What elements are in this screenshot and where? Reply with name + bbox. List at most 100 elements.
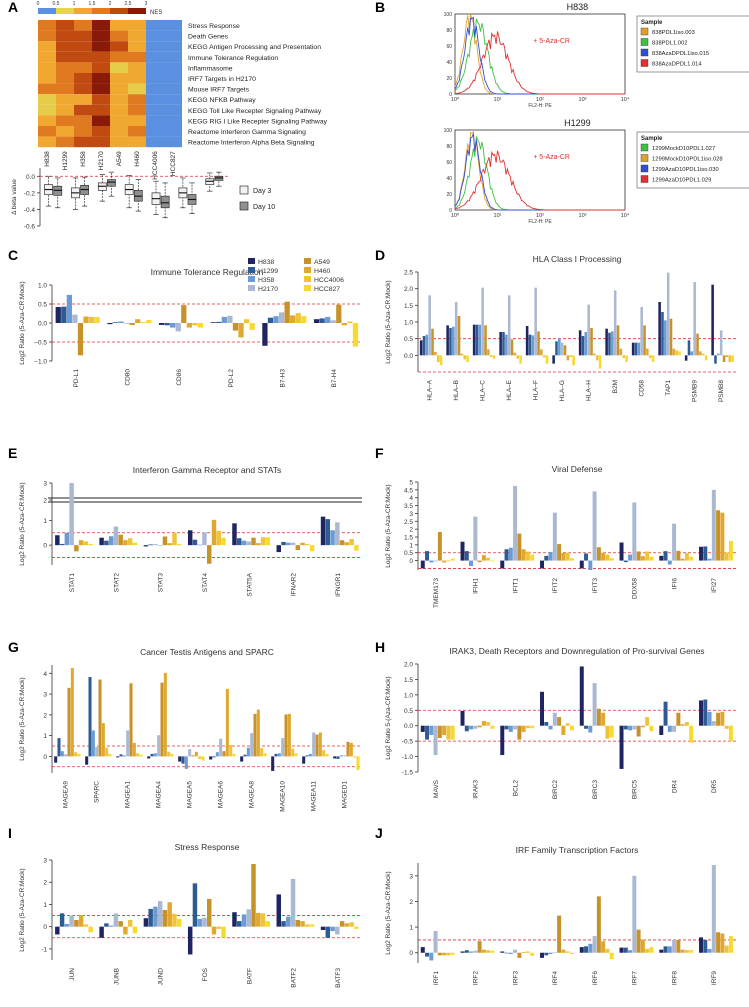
bar-J-IRF8-H838 bbox=[659, 949, 664, 953]
bar-J-IRF6-H838 bbox=[579, 947, 584, 953]
bar-G-MAGEA1-H838 bbox=[116, 756, 120, 758]
bar-C-PD-L1-HCC827 bbox=[94, 316, 100, 323]
heat-col-label: A549 bbox=[116, 151, 123, 167]
bar-H-DR5-H358 bbox=[707, 711, 712, 726]
heat-cell-Inflammasome-HCC4006 bbox=[146, 62, 164, 73]
bar-C-CD80-H838 bbox=[107, 323, 113, 325]
histogram-legend-swatch bbox=[640, 48, 649, 57]
panel-letter-E: E bbox=[8, 445, 17, 461]
bar-G-MAGEA9-A549 bbox=[67, 687, 71, 757]
heat-row-label: Reactome Interferon Gamma Signaling bbox=[188, 129, 306, 136]
heat-cell-Mouse IRF7 Targets-H1299 bbox=[56, 83, 74, 95]
histogram-y-tick-label: 80 bbox=[446, 144, 452, 150]
bar-D-HLA–B-H838 bbox=[446, 325, 449, 356]
bar-G-MAGEA9-H838 bbox=[54, 756, 58, 763]
bar-F-IFIT3-H1299 bbox=[584, 553, 589, 561]
bar-C-B7-H3-H460 bbox=[290, 315, 296, 323]
legend-label-A549: A549 bbox=[314, 259, 330, 266]
bar-D-CD58-H1299 bbox=[634, 342, 638, 356]
bar-E-IFNAR2-A549 bbox=[295, 545, 301, 551]
heat-cell-Mouse IRF7 Targets-H838 bbox=[38, 83, 56, 95]
boxplot-y-tick-label: -0.2 bbox=[24, 190, 36, 197]
histogram-legend-swatch bbox=[640, 59, 649, 67]
histogram-legend-box bbox=[636, 131, 749, 189]
bar-H-MAVS-H358 bbox=[429, 725, 434, 735]
bar-D-CD58-H838 bbox=[631, 342, 635, 356]
x-tick-label-D: CD58 bbox=[638, 380, 645, 397]
bar-I-JUN-HCC827 bbox=[88, 926, 93, 933]
bar-G-MAGEA10-H460 bbox=[287, 713, 291, 757]
x-tick-label-H: MAVS bbox=[433, 779, 440, 798]
x-tick-label-D: TAP1 bbox=[665, 380, 672, 396]
histogram-y-tick-label: 100 bbox=[444, 128, 453, 134]
bar-E-STAT3-H2170 bbox=[157, 545, 163, 546]
y-tick-label-F: 1 bbox=[409, 542, 413, 549]
bar-C-CD80-H358 bbox=[118, 321, 124, 323]
bar-E-STAT1-H358 bbox=[64, 532, 70, 546]
x-tick-label-J: IRF3 bbox=[512, 971, 519, 985]
heat-cell-Immune Tolerance Regulation-H838 bbox=[38, 51, 56, 63]
histogram-x-tick-label: 10² bbox=[536, 213, 544, 219]
bar-D-TAP1-H2170 bbox=[666, 272, 670, 356]
bar-E-STAT3-HCC4006 bbox=[172, 532, 177, 546]
histogram-y-tick-label: 80 bbox=[446, 28, 452, 34]
heat-cell-KEGG Antigen Processing and Presentation-H358 bbox=[74, 41, 92, 52]
bar-G-MAGEA5-H460 bbox=[194, 751, 198, 757]
bar-H-DR4-H838 bbox=[659, 725, 664, 735]
y-axis-label-F: Log2 Ratio (5-Aza-CR:Mock) bbox=[385, 484, 392, 567]
bar-E-IFNAR2-HCC4006 bbox=[305, 543, 310, 546]
panel-letter-B: B bbox=[375, 0, 385, 15]
y-tick-label-E: 0 bbox=[43, 543, 47, 550]
bar-E-STAT2-H838 bbox=[99, 537, 104, 546]
bar-D-HLA–A-H460 bbox=[434, 352, 437, 356]
heat-cell-Inflammasome-H460 bbox=[128, 62, 146, 73]
histogram-trace-1299MockD10PDL1.027 bbox=[454, 135, 625, 211]
bar-E-IFNGR1-HCC4006 bbox=[349, 538, 354, 546]
bar-J-IRF8-HCC827 bbox=[689, 950, 694, 953]
bar-G-MAGEA8-HCC4006 bbox=[260, 748, 264, 757]
bar-G-MAGEA11-HCC827 bbox=[325, 753, 329, 757]
bar-D-PSMB8-H1299 bbox=[714, 355, 717, 364]
x-tick-label-G: MAGEA5 bbox=[187, 781, 194, 808]
bar-J-IRF1-H2170 bbox=[433, 930, 438, 953]
bar-F-DDX58-H838 bbox=[619, 542, 624, 561]
heat-cell-Death Genes-H2170 bbox=[92, 30, 110, 42]
bar-C-CD86-H1299 bbox=[164, 323, 170, 326]
y-tick-label-F: 5 bbox=[409, 480, 413, 487]
bar-H-BIRC3-H358 bbox=[588, 725, 593, 733]
x-tick-label-J: IRF9 bbox=[711, 971, 718, 985]
bar-E-STAT4-H358 bbox=[197, 544, 202, 546]
bar-D-CD58-H460 bbox=[646, 348, 649, 356]
x-tick-label-J: IRF7 bbox=[632, 971, 639, 985]
scale-tick-label: 1 bbox=[73, 1, 76, 7]
bar-D-PSMB9-HCC827 bbox=[704, 355, 708, 361]
y-axis-label-I: Log2 Ratio (5-Aza-CR:Mock) bbox=[19, 868, 26, 951]
y-tick-label-H: -0.5 bbox=[402, 739, 414, 746]
bar-C-B7-H4-A549 bbox=[336, 304, 342, 323]
bar-C-B7-H3-H2170 bbox=[278, 312, 285, 323]
bar-E-STAT5A-HCC827 bbox=[265, 537, 271, 546]
bar-I-BATF2-H358 bbox=[286, 916, 291, 927]
bar-J-IRF9-H2170 bbox=[711, 865, 716, 953]
heat-cell-KEGG NFKB Pathway-H2170 bbox=[92, 94, 110, 105]
bar-C-CD80-A549 bbox=[129, 323, 135, 325]
bar-H-DR4-H460 bbox=[680, 724, 685, 726]
y-tick-label-C: −0.5 bbox=[34, 340, 47, 347]
x-tick-label-E: STAT4 bbox=[202, 573, 209, 593]
bar-C-CD86-H838 bbox=[158, 323, 165, 325]
bar-F-DDX58-H2170 bbox=[632, 502, 637, 561]
bar-J-IRF2-H1299 bbox=[464, 950, 469, 953]
bar-H-DR5-H2170 bbox=[711, 721, 716, 726]
bar-H-DR5-H1299 bbox=[703, 699, 708, 726]
bar-I-JUND-H838 bbox=[143, 918, 149, 927]
bar-F-IFI27-H2170 bbox=[711, 489, 716, 561]
bar-J-IRF3-A549 bbox=[517, 952, 522, 958]
bar-I-JUND-HCC4006 bbox=[172, 913, 177, 927]
bar-G-MAGEA1-HCC4006 bbox=[136, 753, 140, 757]
bar-D-HLA–F-H2170 bbox=[534, 287, 537, 356]
bar-H-BIRC5-H1299 bbox=[623, 725, 628, 730]
bar-G-MAGEA11-HCC4006 bbox=[322, 750, 326, 757]
bar-E-STAT5A-H460 bbox=[256, 543, 261, 546]
y-tick-label-I: 0 bbox=[43, 924, 47, 931]
heat-row-label: KEGG Antigen Processing and Presentation bbox=[188, 44, 321, 51]
